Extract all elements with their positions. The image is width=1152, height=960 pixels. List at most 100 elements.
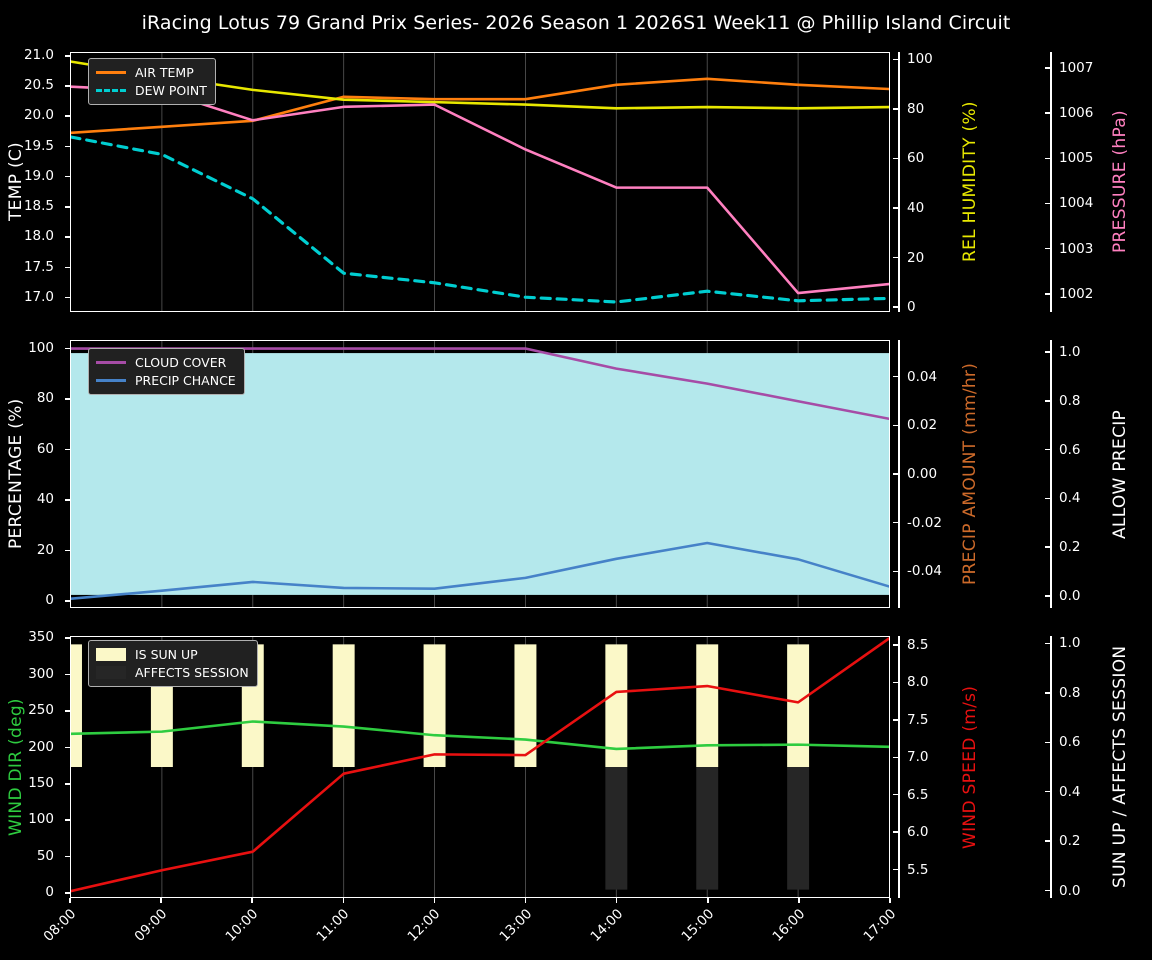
tick-mark xyxy=(65,637,70,639)
tick-mark xyxy=(65,115,70,117)
panel3-left-tick: 250 xyxy=(28,702,54,719)
panel1-right1-tick: 20 xyxy=(907,249,925,266)
panel2-right2-tick: 0.8 xyxy=(1059,392,1081,409)
affects-session-bar xyxy=(605,767,628,890)
tick-mark xyxy=(65,175,70,178)
panel3-left-tick: 150 xyxy=(28,775,54,791)
is-sun-up-bar xyxy=(423,644,446,767)
legend-line xyxy=(96,70,126,74)
legend-label: IS SUN UP xyxy=(135,646,198,662)
panel1-right-axis-pressure: 1007 1006 1005 1004 1003 1002 xyxy=(1045,52,1093,312)
panel2-left-tick: 100 xyxy=(28,339,54,356)
panel2-left-tick: 20 xyxy=(36,541,54,558)
tick-mark xyxy=(65,236,70,238)
tick-mark xyxy=(65,266,70,269)
x-axis-tick-label: 10:00 xyxy=(222,906,262,945)
panel1-right-axis-humidity-label: REL HUMIDITY (%) xyxy=(960,101,980,263)
panel3-right1-tick: 5.5 xyxy=(907,861,929,878)
panel1-right1-tick: 100 xyxy=(907,51,933,68)
tick-mark xyxy=(65,145,70,148)
panel3-right2-tick: 0.6 xyxy=(1059,734,1081,751)
panel1-legend[interactable]: AIR TEMP DEW POINT xyxy=(88,58,216,105)
pressure-line xyxy=(71,85,889,295)
legend-line xyxy=(96,378,126,382)
tick-mark xyxy=(65,296,70,299)
panel1-right1-tick: 80 xyxy=(907,100,925,117)
panel2-right1-tick: 0.02 xyxy=(907,417,938,434)
tick-mark xyxy=(65,819,70,821)
x-tick-mark xyxy=(433,898,436,903)
panel3-right-axis-wind-speed-label: WIND SPEED (m/s) xyxy=(960,685,980,849)
panel2-right1-tick: -0.02 xyxy=(907,514,942,531)
tick-mark xyxy=(65,892,70,894)
panel1-right2-tick: 1007 xyxy=(1059,59,1094,76)
x-tick-mark xyxy=(160,898,162,903)
panel2-right2-tick: 0.0 xyxy=(1059,587,1081,604)
x-tick-mark xyxy=(889,898,891,903)
tick-mark xyxy=(65,549,70,552)
x-axis-tick-label: 16:00 xyxy=(769,906,809,945)
tick-mark xyxy=(65,855,70,858)
x-axis-tick-label: 17:00 xyxy=(860,906,900,945)
panel2-right-axis-precip-amount: 0.04 0.02 0.00 -0.02 -0.04 xyxy=(893,340,942,608)
x-tick-mark xyxy=(615,898,618,903)
panel3-right2-tick: 0.4 xyxy=(1059,783,1081,800)
panel1-left-tick: 20.0 xyxy=(23,107,54,124)
panel2-left-axis: 100 80 60 40 20 0 xyxy=(0,339,62,609)
panel1-left-tick: 17.0 xyxy=(23,288,54,305)
panel1-right2-tick: 1002 xyxy=(1059,285,1094,302)
tick-mark xyxy=(65,710,70,712)
dew-point-line xyxy=(71,135,889,304)
panel1-left-tick: 21.0 xyxy=(23,47,54,64)
panel2-left-tick: 0 xyxy=(45,592,54,609)
panel3-chart-svg xyxy=(71,637,889,897)
panel3-right1-tick: 6.5 xyxy=(907,786,929,803)
tick-mark xyxy=(65,673,70,676)
panel3-left-tick: 50 xyxy=(36,847,54,864)
panel3-right1-tick: 6.0 xyxy=(907,824,929,841)
panel1-right1-tick: 40 xyxy=(907,200,925,216)
panel3-plot-area xyxy=(71,637,889,897)
affects-session-bar xyxy=(787,767,810,890)
air-temp-line xyxy=(71,77,889,135)
panel1-chart-svg xyxy=(71,53,889,311)
panel3-left-tick: 100 xyxy=(28,811,54,828)
legend-label: CLOUD COVER xyxy=(135,354,227,370)
panel2-legend[interactable]: CLOUD COVER PRECIP CHANCE xyxy=(88,348,245,395)
tick-mark xyxy=(65,448,70,451)
panel2-right1-tick: -0.04 xyxy=(907,563,942,580)
panel1-left-tick: 20.5 xyxy=(23,77,54,94)
tick-mark xyxy=(65,347,70,350)
panel3-right1-tick: 8.0 xyxy=(907,674,929,691)
legend-line xyxy=(96,88,126,92)
tick-mark xyxy=(65,746,70,749)
legend-label: AIR TEMP xyxy=(135,64,194,80)
tick-mark xyxy=(65,85,70,87)
panel1-left-tick: 19.0 xyxy=(23,167,54,184)
legend-item: PRECIP CHANCE xyxy=(96,371,236,389)
tick-mark xyxy=(65,600,70,602)
is-sun-up-bar xyxy=(605,644,628,767)
panel3-right-axis-sun-up-label: SUN UP / AFFECTS SESSION xyxy=(1110,645,1130,889)
panel2-left-tick: 60 xyxy=(36,440,54,457)
legend-item: IS SUN UP xyxy=(96,645,249,663)
panel3-left-tick: 0 xyxy=(45,884,54,901)
x-tick-mark xyxy=(707,898,709,903)
x-tick-mark xyxy=(342,898,345,903)
panel3-right2-tick: 0.2 xyxy=(1059,833,1081,850)
legend-item: AFFECTS SESSION xyxy=(96,663,249,681)
wind-speed-line xyxy=(71,637,889,893)
x-axis-tick-label: 14:00 xyxy=(587,906,626,945)
panel3-right1-tick: 8.5 xyxy=(907,636,929,653)
x-tick-mark xyxy=(798,898,800,903)
panel2-right1-tick: 0.00 xyxy=(907,466,938,482)
panel2-left-tick: 40 xyxy=(36,491,54,508)
is-sun-up-bar xyxy=(71,644,82,767)
panel1-right1-tick: 60 xyxy=(907,150,925,167)
legend-swatch xyxy=(96,665,126,679)
panel2-right-axis-allow-precip-label: ALLOW PRECIP xyxy=(1110,409,1130,539)
panel1-right-axis-humidity: 100 80 60 40 20 0 xyxy=(893,51,933,315)
panel3-legend[interactable]: IS SUN UP AFFECTS SESSION xyxy=(88,640,258,687)
panel1-right2-tick: 1005 xyxy=(1059,150,1094,167)
panel1-right2-tick: 1006 xyxy=(1059,105,1094,122)
